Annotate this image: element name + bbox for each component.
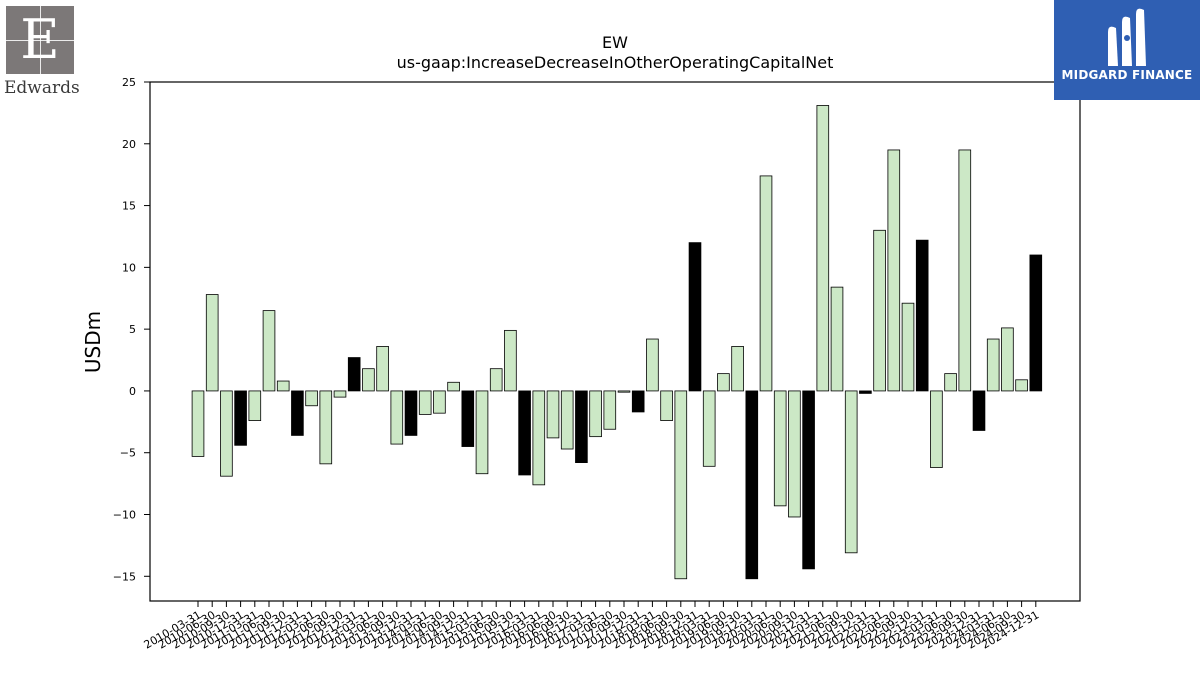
bar-2018-12-31 xyxy=(688,242,702,392)
bar-2020-06-30 xyxy=(773,390,787,507)
bar-2015-12-31 xyxy=(518,390,531,476)
bar-2011-06-30 xyxy=(262,310,276,392)
bar-2016-09-30 xyxy=(560,390,574,450)
y-tick-label: −15 xyxy=(113,570,136,583)
bar-2017-12-31 xyxy=(631,390,645,413)
midgard-logo-icon xyxy=(1108,8,1146,66)
edwards-wordmark: Edwards xyxy=(4,78,80,98)
bar-2013-06-30 xyxy=(376,346,389,392)
bar-2024-03-31 xyxy=(986,338,1000,392)
bar-2012-06-30 xyxy=(319,390,333,465)
bar-2023-09-30 xyxy=(958,149,972,392)
bar-2021-06-30 xyxy=(830,286,844,392)
edwards-logo-letter: E xyxy=(20,8,60,71)
bar-2011-12-31 xyxy=(291,390,304,436)
y-axis-label: USDm xyxy=(81,311,105,373)
bar-2011-03-31 xyxy=(248,390,262,421)
bar-2014-03-31 xyxy=(418,390,432,415)
edwards-logo-mark: E xyxy=(6,6,74,74)
bar-2014-09-30 xyxy=(447,381,460,392)
y-tick-label: 15 xyxy=(122,200,136,213)
bar-2020-03-31 xyxy=(759,175,773,392)
bar-2024-09-30 xyxy=(1015,379,1028,392)
bar-2019-03-31 xyxy=(702,390,716,467)
bar-2015-03-31 xyxy=(475,390,489,475)
y-axis: −15 −10 −5 0 5 10 15 20 25 xyxy=(113,76,150,583)
bar-2017-06-30 xyxy=(603,390,617,430)
chart-title: EW xyxy=(602,33,628,52)
bar-2021-03-31 xyxy=(816,105,830,392)
bar-2021-12-31 xyxy=(859,390,872,394)
y-tick-label: 0 xyxy=(129,385,136,398)
bar-2018-09-30 xyxy=(674,390,688,580)
edwards-logo: E Edwards xyxy=(2,4,80,100)
bar-2024-12-31 xyxy=(1029,254,1043,392)
bar-2014-12-31 xyxy=(461,390,475,447)
bar-2016-12-31 xyxy=(575,390,588,463)
bar-2023-06-30 xyxy=(944,373,957,392)
bar-2016-06-30 xyxy=(546,390,560,439)
bar-2010-03-31 xyxy=(191,390,205,457)
y-tick-label: 25 xyxy=(122,76,136,89)
bar-2019-06-30 xyxy=(717,373,730,392)
bar-2020-12-31 xyxy=(802,390,815,570)
bar-2013-12-31 xyxy=(404,390,418,436)
bar-2022-06-30 xyxy=(887,149,901,392)
bar-2012-03-31 xyxy=(305,390,318,407)
midgard-brand-name: MIDGARD FINANCE xyxy=(1061,68,1193,82)
bar-2020-09-30 xyxy=(788,390,801,518)
midgard-finance-logo: MIDGARD FINANCE xyxy=(1054,0,1200,100)
y-tick-label: 5 xyxy=(129,323,136,336)
bar-2023-12-31 xyxy=(972,390,986,431)
bar-2024-06-30 xyxy=(1001,327,1014,392)
bar-2017-03-31 xyxy=(589,390,602,438)
bar-2021-09-30 xyxy=(844,390,858,554)
chart-subtitle: us-gaap:IncreaseDecreaseInOtherOperating… xyxy=(397,53,834,72)
bar-2012-12-31 xyxy=(347,357,361,392)
bar-2018-06-30 xyxy=(660,390,673,421)
y-tick-label: −10 xyxy=(113,509,136,522)
bar-2019-09-30 xyxy=(731,346,744,392)
bar-2012-09-30 xyxy=(333,390,347,398)
y-tick-label: −5 xyxy=(120,447,136,460)
bar-2013-03-31 xyxy=(362,368,375,392)
bar-2015-06-30 xyxy=(489,368,503,392)
bar-2013-09-30 xyxy=(390,390,404,445)
bar-2019-12-31 xyxy=(745,390,759,580)
bar-2015-09-30 xyxy=(504,329,517,392)
x-axis: 2010-03-312010-06-302010-09-302010-12-31… xyxy=(142,601,1041,652)
y-tick-label: 10 xyxy=(122,261,136,274)
bar-2010-12-31 xyxy=(234,390,247,446)
bar-2017-09-30 xyxy=(617,390,631,393)
bar-2014-06-30 xyxy=(433,390,446,414)
bar-2018-03-31 xyxy=(646,338,659,392)
y-tick-label: 20 xyxy=(122,138,136,151)
plot-frame xyxy=(149,81,1081,602)
bar-2022-09-30 xyxy=(901,302,915,392)
bar-2022-12-31 xyxy=(915,239,929,392)
bar-2023-03-31 xyxy=(930,390,943,468)
bar-series xyxy=(191,105,1043,580)
bar-2010-06-30 xyxy=(205,294,219,392)
bar-2011-09-30 xyxy=(276,380,290,392)
bar-2010-09-30 xyxy=(220,390,233,477)
bar-2022-03-31 xyxy=(873,229,886,392)
bar-2016-03-31 xyxy=(532,390,546,486)
